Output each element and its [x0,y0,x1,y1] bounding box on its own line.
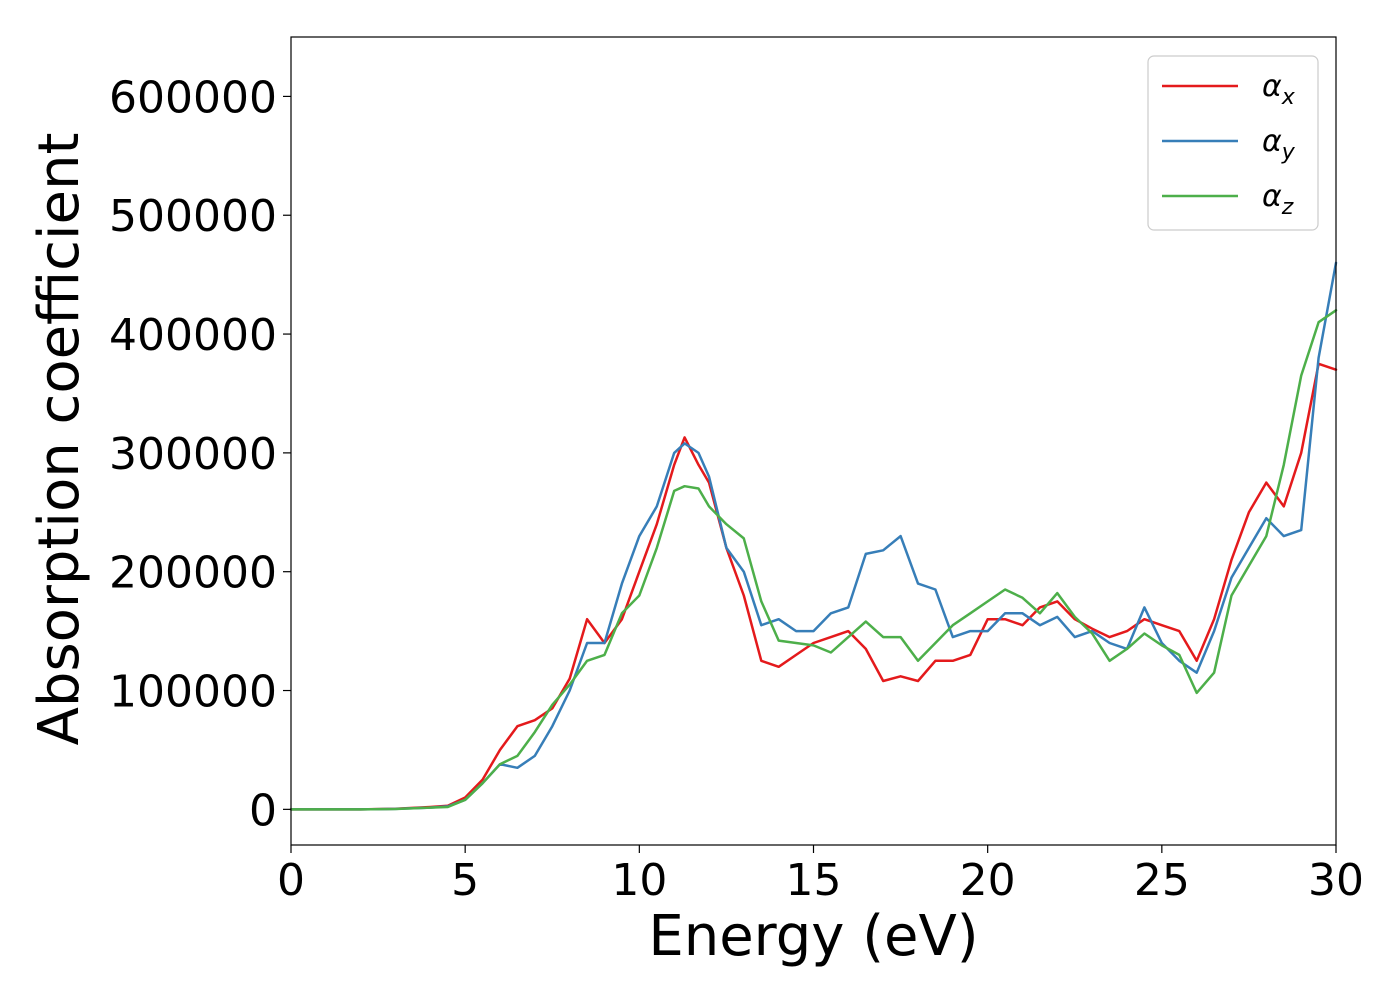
x-tick-label: 30 [1308,855,1364,906]
x-tick-label: 10 [611,855,667,906]
y-tick-label: 400000 [109,310,277,361]
y-tick-label: 200000 [109,548,277,599]
legend-subscript: z [1281,195,1294,220]
x-tick-label: 25 [1134,855,1190,906]
y-axis: 0 100000 200000 300000 400000 500000 600000 [109,72,291,836]
series-line-z [289,309,1338,811]
legend-box [1147,55,1319,231]
x-axis-label: Energy (eV) [648,904,978,969]
y-tick-label: 500000 [109,191,277,242]
legend-subscript: y [1281,140,1296,165]
x-tick-label: 0 [277,855,305,906]
series-layer [289,261,1338,811]
x-tick-label: 15 [786,855,842,906]
x-axis: 0 5 10 15 20 25 30 [277,845,1364,906]
y-tick-label: 100000 [109,667,277,718]
x-tick-label: 20 [960,855,1016,906]
y-tick-label: 600000 [109,72,277,123]
legend-subscript: x [1281,85,1296,110]
x-tick-label: 5 [451,855,479,906]
y-tick-label: 300000 [109,429,277,480]
y-axis-label: Absorption coefficient [27,133,92,746]
series-line-x [289,362,1338,811]
series-line-y [289,261,1338,811]
y-tick-label: 0 [249,785,277,836]
